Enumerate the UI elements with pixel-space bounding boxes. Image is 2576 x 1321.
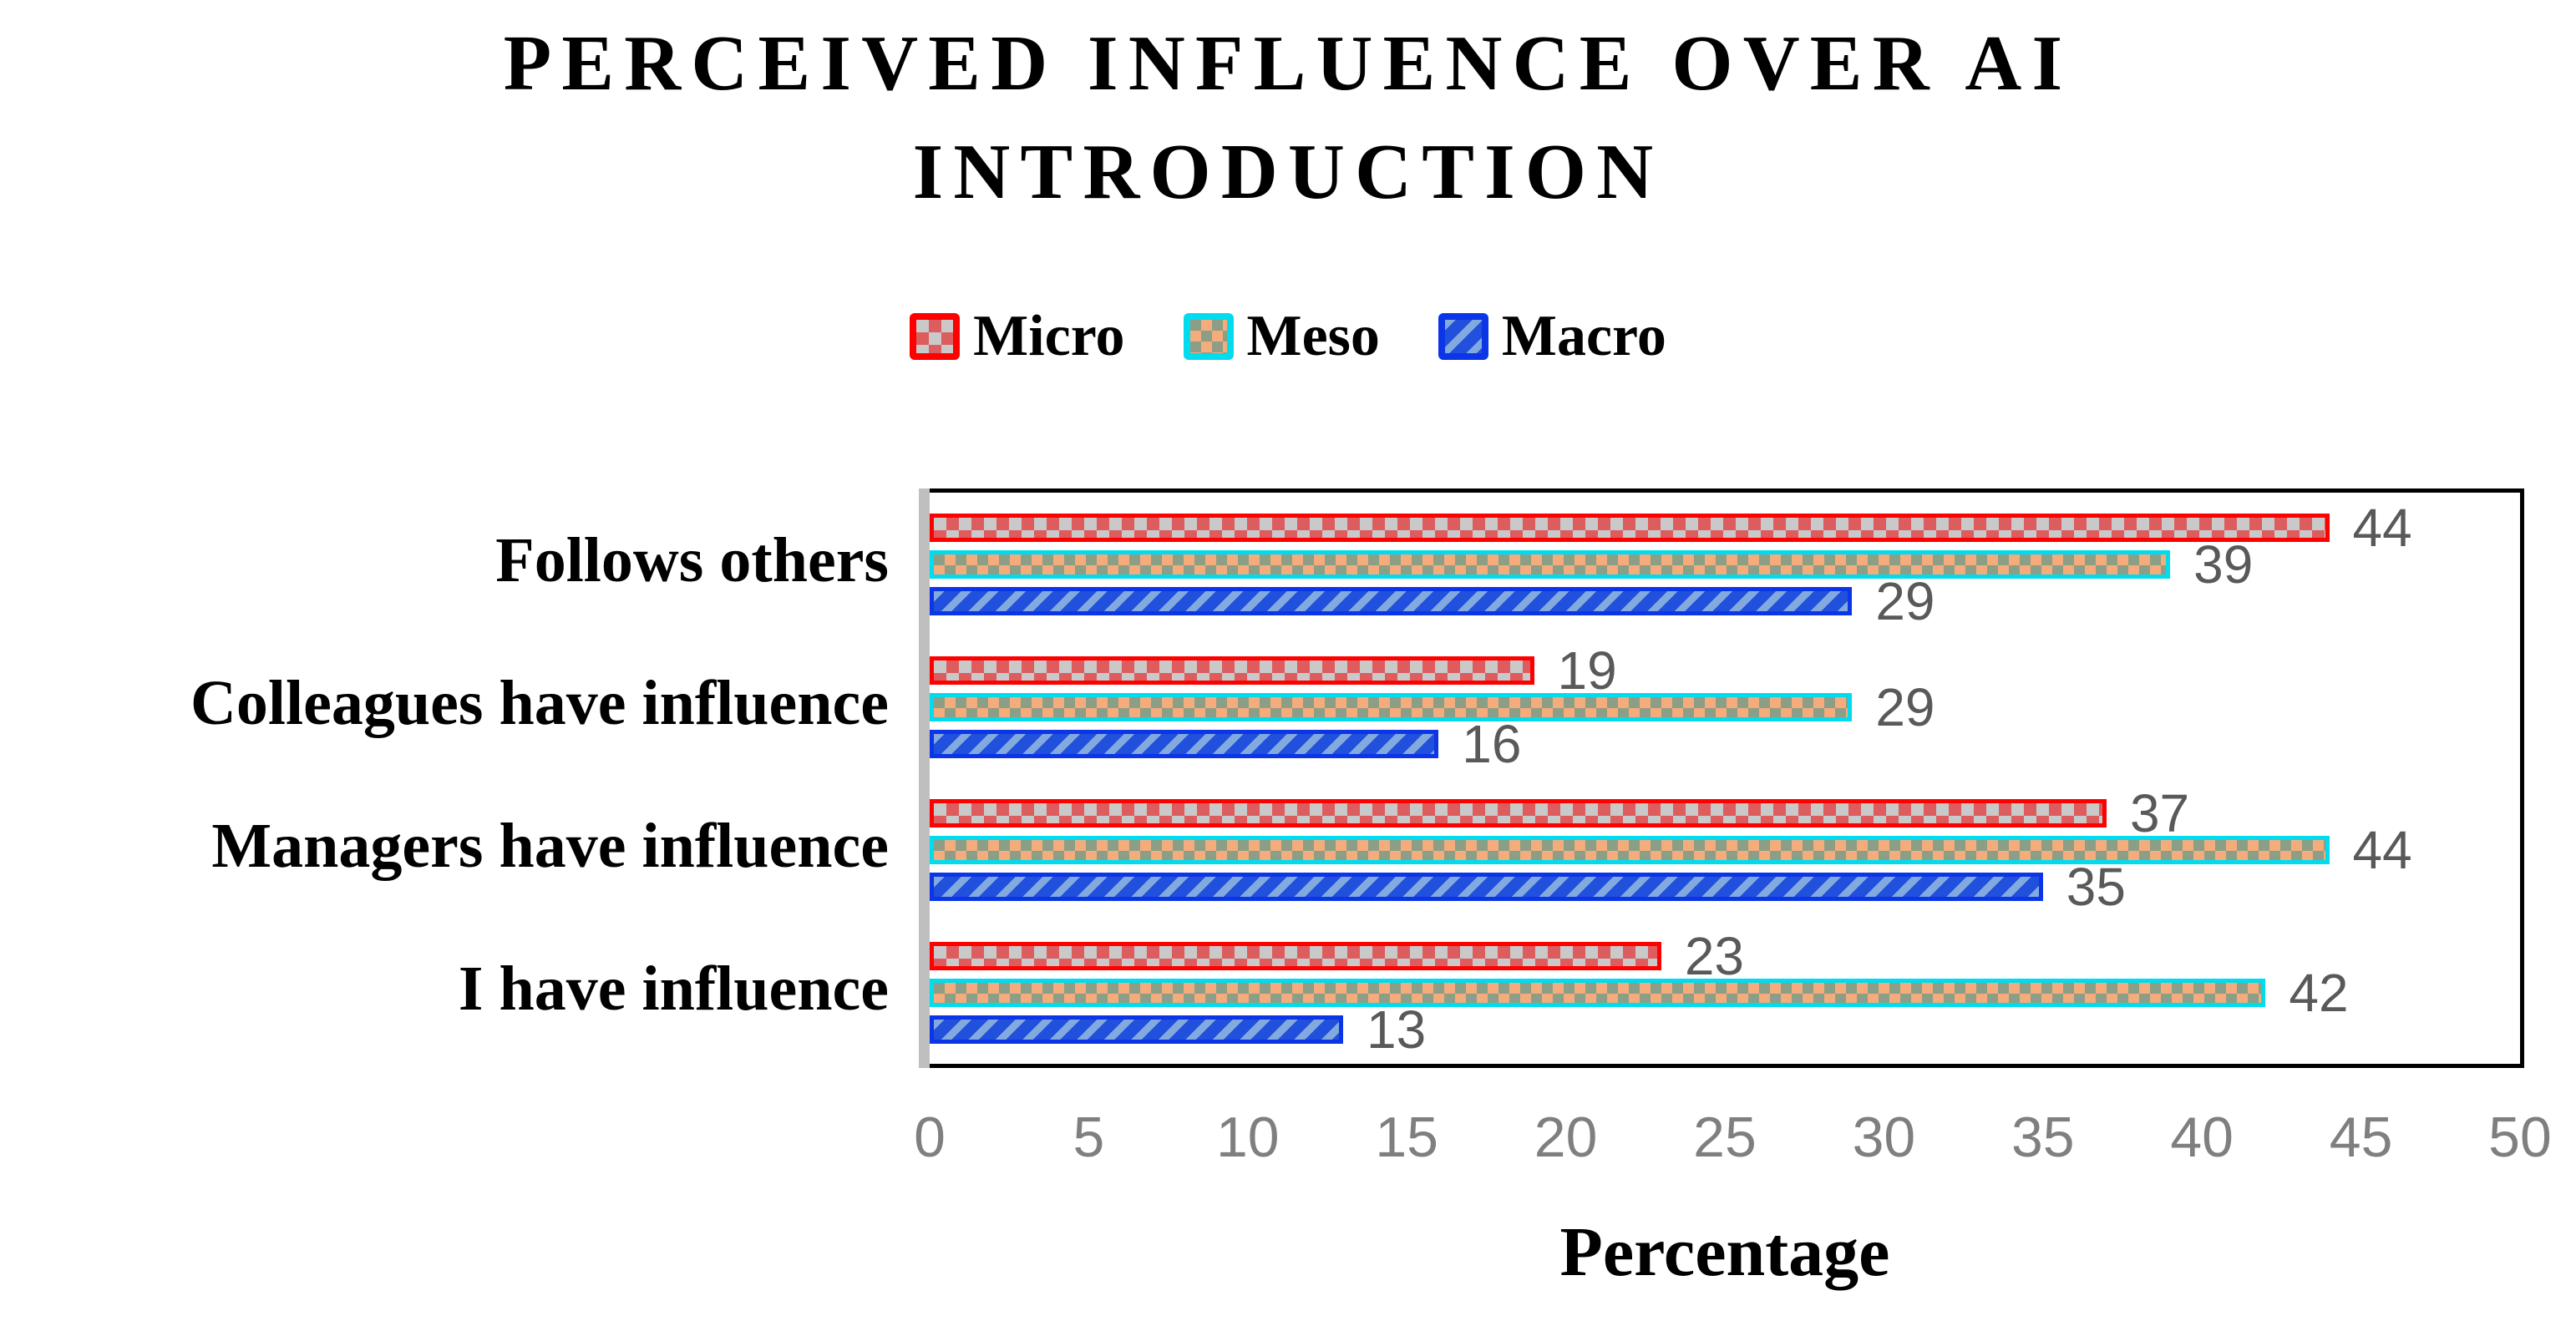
x-tick-label-0: 0 bbox=[914, 1106, 946, 1169]
category-label-0: Follows others bbox=[495, 524, 889, 595]
x-tick-label-15: 15 bbox=[1375, 1106, 1439, 1169]
x-tick-label-50: 50 bbox=[2488, 1106, 2552, 1169]
legend-item-macro: Macro bbox=[1438, 307, 1666, 366]
bar-micro-category-1 bbox=[930, 655, 1534, 685]
legend-swatch-macro-icon bbox=[1438, 313, 1488, 360]
bar-meso-category-3 bbox=[930, 978, 2266, 1007]
chart-title: PERCEIVED INFLUENCE OVER AI INTRODUCTION bbox=[0, 10, 2576, 226]
value-label-micro-category-0: 44 bbox=[2352, 497, 2412, 558]
x-tick-label-20: 20 bbox=[1534, 1106, 1598, 1169]
value-label-meso-category-3: 42 bbox=[2289, 962, 2349, 1023]
plot-area: 44 39 29 19 29 16 37 44 35 23 42 13 bbox=[919, 488, 2524, 1068]
legend: Micro Meso Macro bbox=[0, 307, 2576, 366]
value-label-meso-category-0: 39 bbox=[2193, 534, 2254, 595]
value-label-macro-category-2: 35 bbox=[2066, 856, 2126, 917]
x-tick-label-45: 45 bbox=[2329, 1106, 2393, 1169]
value-label-meso-category-1: 29 bbox=[1875, 676, 1935, 737]
value-label-macro-category-3: 13 bbox=[1367, 999, 1427, 1060]
legend-label-meso: Meso bbox=[1246, 304, 1380, 368]
x-tick-label-5: 5 bbox=[1072, 1106, 1105, 1169]
chart-title-line-2: INTRODUCTION bbox=[912, 128, 1664, 215]
bar-macro-category-0 bbox=[930, 586, 1853, 615]
category-label-3: I have influence bbox=[458, 953, 889, 1024]
x-tick-label-35: 35 bbox=[2011, 1106, 2075, 1169]
bar-macro-category-3 bbox=[930, 1015, 1344, 1044]
x-tick-label-10: 10 bbox=[1215, 1106, 1280, 1169]
bar-meso-category-0 bbox=[930, 549, 2171, 579]
legend-label-micro: Micro bbox=[973, 304, 1125, 368]
category-label-2: Managers have influence bbox=[211, 810, 889, 881]
category-label-1: Colleagues have influence bbox=[190, 667, 889, 738]
bar-micro-category-2 bbox=[930, 798, 2107, 828]
x-axis-tick-labels: 0 5 10 15 20 25 30 35 40 45 50 bbox=[914, 1106, 2552, 1176]
legend-item-micro: Micro bbox=[910, 304, 1125, 368]
legend-swatch-micro-icon bbox=[910, 313, 961, 360]
value-label-micro-category-1: 19 bbox=[1557, 640, 1617, 701]
value-label-meso-category-2: 44 bbox=[2352, 819, 2412, 880]
x-tick-label-30: 30 bbox=[1852, 1106, 1916, 1169]
value-label-micro-category-3: 23 bbox=[1684, 925, 1745, 986]
x-axis-title: Percentage bbox=[1559, 1213, 1890, 1291]
bar-meso-category-2 bbox=[930, 835, 2330, 864]
chart-title-line-1: PERCEIVED INFLUENCE OVER AI bbox=[503, 20, 2073, 107]
bar-meso-category-1 bbox=[930, 692, 1853, 721]
bar-micro-category-0 bbox=[930, 513, 2330, 542]
y-axis-line bbox=[919, 488, 930, 1068]
legend-swatch-meso-icon bbox=[1183, 313, 1234, 360]
category-axis-labels: Follows others Colleagues have influence M… bbox=[0, 488, 900, 1068]
value-label-micro-category-2: 37 bbox=[2129, 782, 2190, 843]
legend-label-macro: Macro bbox=[1501, 304, 1666, 368]
x-tick-label-25: 25 bbox=[1693, 1106, 1757, 1169]
bar-macro-category-1 bbox=[930, 729, 1439, 758]
bar-micro-category-3 bbox=[930, 941, 1661, 970]
x-tick-label-40: 40 bbox=[2170, 1106, 2234, 1169]
value-label-macro-category-1: 16 bbox=[1462, 713, 1522, 774]
bar-macro-category-2 bbox=[930, 872, 2043, 901]
value-label-macro-category-0: 29 bbox=[1875, 570, 1935, 631]
legend-item-meso: Meso bbox=[1183, 304, 1380, 368]
